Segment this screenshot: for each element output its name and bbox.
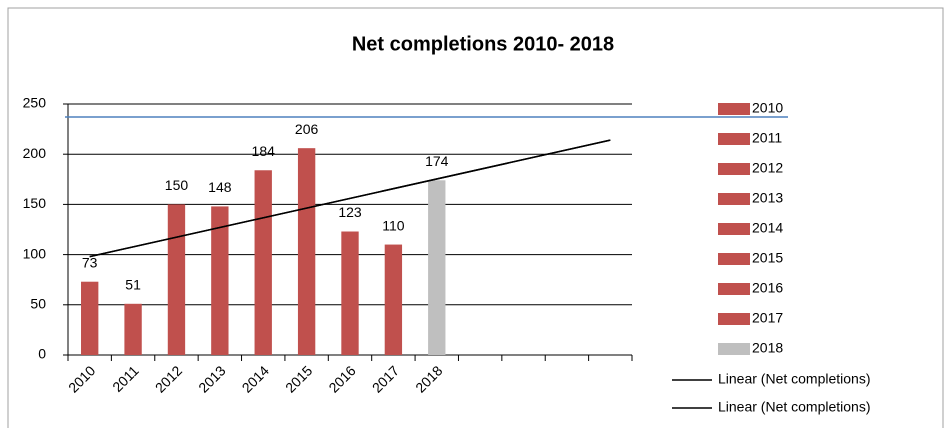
y-tick-label: 200 [23, 145, 47, 161]
legend-label: 2013 [752, 190, 783, 206]
legend-label: 2017 [752, 310, 783, 326]
bar [167, 204, 186, 355]
x-tick-label: 2010 [65, 362, 98, 395]
data-label: 110 [382, 217, 405, 233]
legend-label: 2014 [752, 220, 783, 236]
legend-swatch [718, 133, 750, 145]
legend-label: 2015 [752, 250, 783, 266]
bar [211, 206, 229, 355]
chart-frame [7, 7, 944, 433]
y-tick-label: 150 [23, 195, 47, 211]
x-tick-label: 2013 [195, 362, 228, 395]
legend-label: 2016 [752, 280, 783, 296]
legend-swatch [718, 253, 750, 265]
bar [341, 231, 359, 355]
legend-label: Linear (Net completions) [718, 399, 871, 415]
legend-swatch [718, 223, 750, 235]
legend-swatch [718, 313, 750, 325]
x-tick-label: 2018 [412, 362, 445, 395]
data-label: 73 [82, 254, 98, 270]
chart-title: Net completions 2010- 2018 [352, 33, 614, 55]
data-label: 206 [295, 121, 319, 137]
legend-swatch [718, 283, 750, 295]
legend-swatch [718, 103, 750, 115]
data-label: 184 [252, 143, 276, 159]
x-tick-label: 2015 [282, 362, 315, 395]
legend-label: Linear (Net completions) [718, 371, 871, 387]
legend-label: 2010 [752, 100, 783, 116]
y-tick-label: 250 [23, 95, 47, 111]
legend-label: 2018 [752, 340, 783, 356]
bar [428, 180, 446, 355]
data-label: 123 [338, 204, 362, 220]
x-tick-label: 2017 [369, 362, 402, 395]
data-label: 174 [425, 153, 449, 169]
legend-swatch [718, 343, 750, 355]
legend-swatch [718, 163, 750, 175]
data-label: 148 [208, 179, 232, 195]
legend-label: 2011 [752, 130, 782, 146]
legend-swatch [718, 193, 750, 205]
bar [384, 244, 403, 355]
y-tick-label: 100 [23, 245, 47, 261]
bar [254, 170, 272, 355]
legend-label: 2012 [752, 160, 783, 176]
trendline [89, 139, 611, 258]
x-tick-label: 2016 [325, 362, 358, 395]
x-tick-label: 2014 [239, 362, 272, 395]
bar [124, 303, 142, 355]
bar [81, 281, 99, 355]
y-tick-label: 50 [30, 296, 46, 312]
y-tick-label: 0 [38, 346, 46, 362]
x-tick-label: 2012 [152, 362, 185, 395]
data-label: 51 [125, 276, 141, 292]
bar [297, 148, 316, 355]
x-tick-label: 2011 [109, 362, 142, 395]
data-label: 150 [165, 177, 189, 193]
